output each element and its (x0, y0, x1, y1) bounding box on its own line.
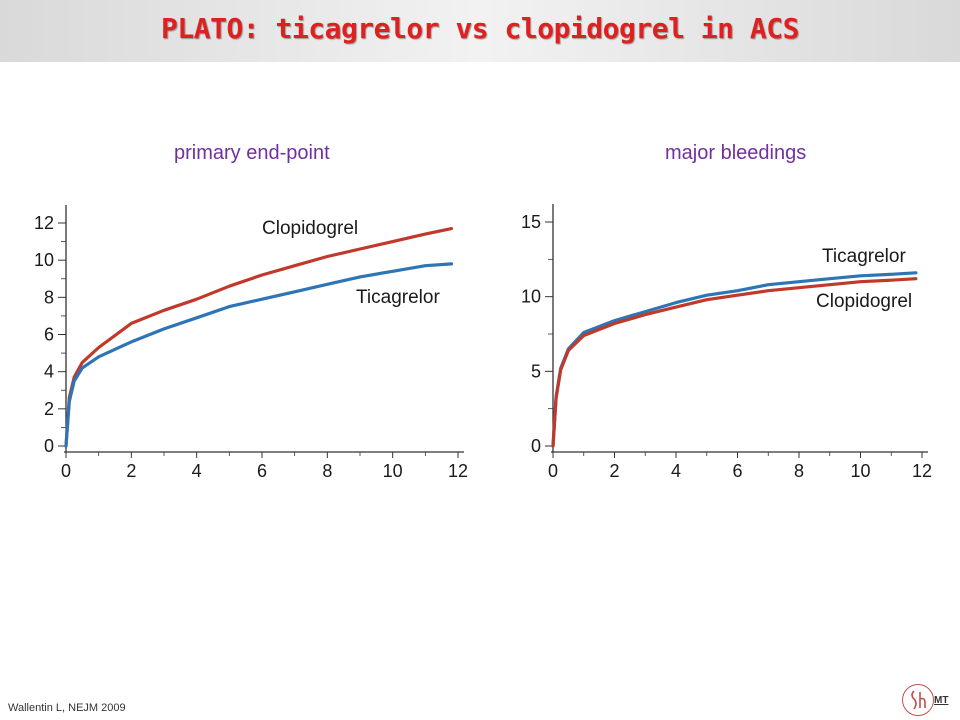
left-x-tick-label: 4 (192, 461, 202, 481)
left-series-label-clopidogrel: Clopidogrel (262, 218, 358, 239)
left-x-tick-label: 6 (257, 461, 267, 481)
monogram-logo-icon (902, 684, 934, 716)
left-x-tick-label: 12 (448, 461, 468, 481)
right-y-tick-label: 5 (531, 361, 541, 381)
left-y-tick-label: 2 (44, 399, 54, 419)
chart-right-title: major bleedings (665, 142, 807, 164)
left-y-tick-label: 6 (44, 325, 54, 345)
left-y-tick-label: 10 (34, 250, 54, 270)
right-series-label-clopidogrel: Clopidogrel (816, 291, 912, 312)
slide-title: PLATO: ticagrelor vs clopidogrel in ACS (161, 12, 799, 45)
right-x-tick-label: 2 (609, 461, 619, 481)
left-series-clopidogrel (64, 227, 454, 448)
title-bar (0, 0, 960, 62)
left-y-tick-label: 4 (44, 362, 54, 382)
right-x-tick-label: 4 (671, 461, 681, 481)
logo-text: MT (934, 695, 949, 706)
right-x-tick-label: 12 (912, 461, 932, 481)
left-series-label-ticagrelor: Ticagrelor (356, 287, 440, 308)
chart-left-title: primary end-point (174, 142, 330, 164)
right-y-tick-label: 10 (521, 287, 541, 307)
left-x-tick-label: 10 (383, 461, 403, 481)
left-y-tick-label: 8 (44, 287, 54, 307)
left-x-tick-label: 8 (322, 461, 332, 481)
right-x-tick-label: 6 (732, 461, 742, 481)
right-y-tick-label: 15 (521, 212, 541, 232)
right-series-label-ticagrelor: Ticagrelor (822, 246, 906, 267)
left-x-tick-label: 2 (126, 461, 136, 481)
right-x-tick-label: 0 (548, 461, 558, 481)
left-y-tick-label: 0 (44, 436, 54, 456)
right-y-tick-label: 0 (531, 436, 541, 456)
left-y-tick-label: 12 (34, 213, 54, 233)
left-x-tick-label: 0 (61, 461, 71, 481)
citation: Wallentin L, NEJM 2009 (8, 702, 126, 714)
right-series-clopidogrel (551, 277, 918, 448)
right-x-tick-label: 8 (794, 461, 804, 481)
right-x-tick-label: 10 (850, 461, 870, 481)
left-series-ticagrelor (64, 262, 454, 448)
